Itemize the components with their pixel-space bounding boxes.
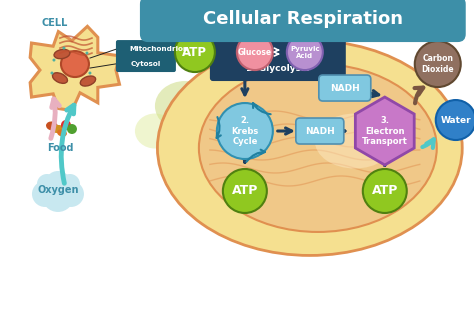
FancyBboxPatch shape [140,0,466,42]
Text: 3.
Electron
Transport: 3. Electron Transport [362,116,408,146]
FancyBboxPatch shape [319,75,371,101]
Circle shape [436,100,474,140]
Ellipse shape [54,49,70,59]
Ellipse shape [61,120,71,130]
Circle shape [237,34,273,70]
Ellipse shape [67,124,77,134]
FancyBboxPatch shape [210,27,346,81]
FancyBboxPatch shape [116,55,176,72]
Circle shape [415,41,461,87]
Polygon shape [356,97,414,165]
Text: Water: Water [440,116,471,125]
Circle shape [45,171,71,197]
Ellipse shape [61,51,89,77]
Circle shape [363,169,407,213]
Circle shape [287,34,323,70]
Text: Cellular Respiration: Cellular Respiration [203,10,403,28]
Text: Pyruvic
Acid: Pyruvic Acid [290,46,319,58]
Ellipse shape [80,76,96,86]
Ellipse shape [51,125,65,133]
Text: 1. Glycolysis: 1. Glycolysis [246,64,310,73]
Text: ATP: ATP [372,185,398,198]
Text: ATP: ATP [232,185,258,198]
Ellipse shape [53,73,67,83]
Ellipse shape [57,129,67,137]
Text: Carbon
Dioxide: Carbon Dioxide [421,54,454,74]
Circle shape [58,181,84,207]
Ellipse shape [135,113,175,149]
Circle shape [223,169,267,213]
Text: Cytosol: Cytosol [131,61,161,67]
Circle shape [50,71,54,75]
FancyBboxPatch shape [116,40,202,57]
Text: 2.
Krebs
Cycle: 2. Krebs Cycle [231,116,258,146]
Circle shape [32,181,58,207]
Circle shape [217,103,273,159]
Text: NADH: NADH [305,126,335,136]
Ellipse shape [155,81,215,131]
Circle shape [85,52,89,55]
Circle shape [42,180,74,212]
Ellipse shape [315,113,395,168]
FancyBboxPatch shape [296,118,344,144]
Text: Oxygen: Oxygen [37,185,79,195]
Ellipse shape [157,40,462,255]
Circle shape [60,174,80,194]
Text: CELL: CELL [42,18,68,28]
Text: Glucose: Glucose [238,48,272,57]
Ellipse shape [199,64,437,232]
Text: Mitochondrion: Mitochondrion [129,46,189,52]
Text: Food: Food [47,143,73,153]
Circle shape [89,71,91,75]
Circle shape [53,58,55,62]
Ellipse shape [46,121,58,131]
Text: ATP: ATP [182,46,208,58]
Circle shape [175,32,215,72]
Circle shape [63,46,65,50]
Polygon shape [30,26,119,111]
Text: NADH: NADH [330,83,360,93]
Circle shape [37,174,57,194]
